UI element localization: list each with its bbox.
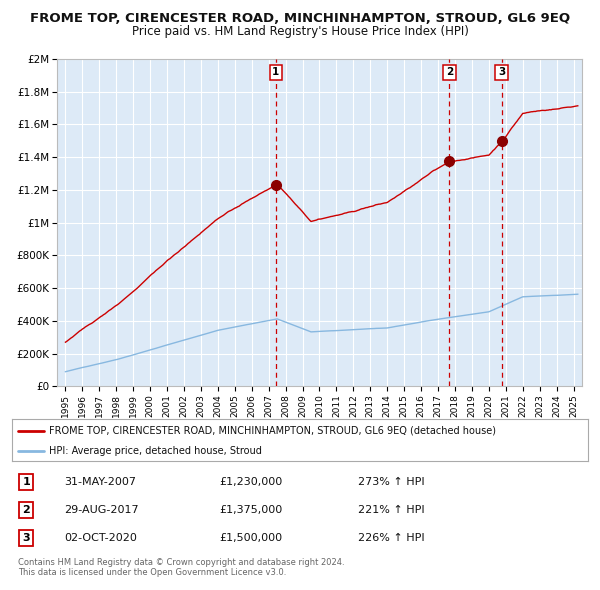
Text: £1,375,000: £1,375,000 <box>220 505 283 514</box>
Text: Price paid vs. HM Land Registry's House Price Index (HPI): Price paid vs. HM Land Registry's House … <box>131 25 469 38</box>
Text: 226% ↑ HPI: 226% ↑ HPI <box>358 533 424 543</box>
Text: 31-MAY-2007: 31-MAY-2007 <box>64 477 136 487</box>
Text: 1: 1 <box>272 67 280 77</box>
Text: 3: 3 <box>23 533 30 543</box>
Text: FROME TOP, CIRENCESTER ROAD, MINCHINHAMPTON, STROUD, GL6 9EQ: FROME TOP, CIRENCESTER ROAD, MINCHINHAMP… <box>30 12 570 25</box>
Text: Contains HM Land Registry data © Crown copyright and database right 2024.: Contains HM Land Registry data © Crown c… <box>18 558 344 566</box>
Text: HPI: Average price, detached house, Stroud: HPI: Average price, detached house, Stro… <box>49 446 262 455</box>
Text: FROME TOP, CIRENCESTER ROAD, MINCHINHAMPTON, STROUD, GL6 9EQ (detached house): FROME TOP, CIRENCESTER ROAD, MINCHINHAMP… <box>49 426 496 436</box>
Text: 02-OCT-2020: 02-OCT-2020 <box>64 533 137 543</box>
Text: 3: 3 <box>498 67 505 77</box>
Text: 221% ↑ HPI: 221% ↑ HPI <box>358 505 424 514</box>
Text: 29-AUG-2017: 29-AUG-2017 <box>64 505 139 514</box>
Text: 2: 2 <box>23 505 30 514</box>
Text: 273% ↑ HPI: 273% ↑ HPI <box>358 477 424 487</box>
Text: 1: 1 <box>23 477 30 487</box>
Text: 2: 2 <box>446 67 453 77</box>
Text: £1,230,000: £1,230,000 <box>220 477 283 487</box>
Text: £1,500,000: £1,500,000 <box>220 533 283 543</box>
Text: This data is licensed under the Open Government Licence v3.0.: This data is licensed under the Open Gov… <box>18 568 286 577</box>
